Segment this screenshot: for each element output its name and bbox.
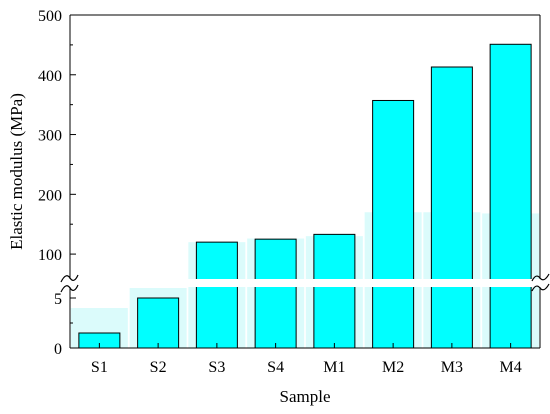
y-tick-label: 400 [38,68,62,85]
y-tick-label: 100 [38,247,62,264]
x-tick-label: S1 [91,359,108,376]
bar-m3 [430,66,473,349]
y-tick-label: 0 [54,341,62,358]
x-axis-title: Sample [280,387,331,406]
ticks: S1 S2 S3 S4 M1 M2 M3 M4 0 5 100 200 300 400 500 [38,8,522,376]
y-tick-label: 300 [38,128,62,145]
break-mark-right [531,273,550,282]
y-tick-label: 5 [54,291,62,308]
break-gap [58,279,550,287]
x-tick-label: M3 [441,359,463,376]
y-tick-label: 200 [38,187,62,204]
axes [69,14,541,349]
bars [78,43,532,349]
bar-s4 [254,238,297,349]
x-tick-label: S3 [208,359,225,376]
x-tick-label: S4 [267,359,284,376]
y-tick-label: 500 [38,8,62,25]
x-tick-label: S2 [150,359,167,376]
break-mark-left [60,274,79,283]
bar-m2 [372,99,415,349]
axis-break [58,273,550,293]
x-tick-label: M2 [382,359,404,376]
break-mark-right [531,283,550,292]
bar-s3 [195,241,238,349]
bar-m1 [313,233,356,349]
y-axis-title: Elastic modulus (MPa) [7,93,26,250]
break-mark-left [60,284,79,293]
x-tick-label: M4 [500,359,522,376]
bar-m4 [489,43,532,349]
x-tick-label: M1 [323,359,345,376]
bar-s2 [137,297,180,349]
